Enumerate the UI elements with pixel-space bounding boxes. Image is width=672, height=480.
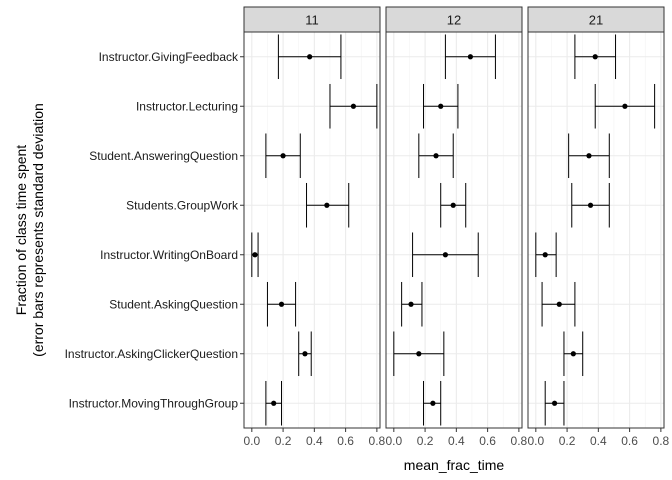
data-point: [450, 202, 456, 208]
x-tick-label: 0.8: [511, 434, 528, 448]
panel-background: [244, 32, 380, 428]
data-point: [438, 103, 444, 109]
data-point: [416, 351, 422, 357]
data-point: [442, 252, 449, 258]
data-point: [542, 252, 548, 258]
data-point: [551, 400, 558, 406]
data-point: [350, 103, 357, 109]
data-point: [430, 400, 436, 406]
facet-strip-label: 11: [305, 13, 319, 28]
data-point: [433, 153, 439, 159]
data-point: [586, 153, 592, 159]
facet-strip-label: 21: [589, 13, 603, 28]
data-point: [271, 400, 277, 406]
panel-background: [528, 32, 664, 428]
panel-border: [243, 31, 381, 429]
data-point: [467, 54, 474, 60]
category-label: Student.AskingQuestion: [109, 297, 238, 311]
category-label: Instructor.Lecturing: [136, 99, 238, 113]
category-label: Instructor.GivingFeedback: [99, 50, 239, 64]
facet-strip: [385, 6, 523, 33]
x-tick-label: 0.8: [369, 434, 386, 448]
panel-border: [385, 31, 523, 429]
x-tick-label: 0.4: [448, 434, 465, 448]
x-tick-label: 0.0: [243, 434, 260, 448]
category-label: Student.AnsweringQuestion: [89, 149, 238, 163]
x-tick-label: 0.2: [417, 434, 434, 448]
data-point: [278, 301, 285, 307]
y-axis-title-line-1: Fraction of class time spent: [13, 145, 29, 316]
x-tick-label: 0.6: [337, 434, 354, 448]
x-tick-label: 0.6: [621, 434, 638, 448]
category-label: Instructor.MovingThroughGroup: [69, 396, 239, 410]
data-point: [324, 202, 330, 208]
category-label: Instructor.WritingOnBoard: [100, 248, 238, 262]
x-tick-label: 0.8: [653, 434, 670, 448]
data-point: [302, 351, 308, 357]
x-tick-label: 0.6: [479, 434, 496, 448]
data-point: [556, 301, 562, 307]
data-point: [587, 202, 594, 208]
facet-strip-label: 12: [447, 13, 461, 28]
x-tick-label: 0.4: [306, 434, 323, 448]
category-label: Instructor.AskingClickerQuestion: [65, 347, 238, 361]
panel-border: [527, 31, 665, 429]
y-axis-title-line-2: (error bars represents standard deviatio…: [30, 103, 46, 357]
facet-strip: [527, 6, 665, 33]
x-tick-label: 0.2: [559, 434, 576, 448]
category-label: Students.GroupWork: [126, 198, 239, 212]
data-point: [592, 54, 598, 60]
x-tick-label: 0.4: [590, 434, 607, 448]
data-point: [307, 54, 313, 60]
x-axis-title: mean_frac_time: [404, 457, 505, 473]
data-point: [408, 301, 414, 307]
data-point: [570, 351, 576, 357]
data-point: [280, 153, 286, 159]
facet-strip: [243, 6, 381, 33]
x-tick-label: 0.0: [527, 434, 544, 448]
data-point: [622, 103, 628, 109]
data-point: [252, 252, 258, 258]
x-tick-label: 0.0: [385, 434, 402, 448]
panel-background: [386, 32, 522, 428]
x-tick-label: 0.2: [275, 434, 292, 448]
